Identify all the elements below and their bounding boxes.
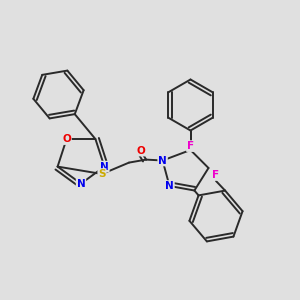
Text: F: F: [187, 141, 194, 151]
Text: N: N: [100, 162, 109, 172]
Text: O: O: [62, 134, 71, 144]
Text: N: N: [76, 178, 85, 189]
Text: N: N: [165, 181, 174, 191]
Text: O: O: [136, 146, 145, 156]
Text: F: F: [212, 170, 220, 180]
Text: S: S: [98, 169, 106, 179]
Text: N: N: [158, 155, 167, 166]
